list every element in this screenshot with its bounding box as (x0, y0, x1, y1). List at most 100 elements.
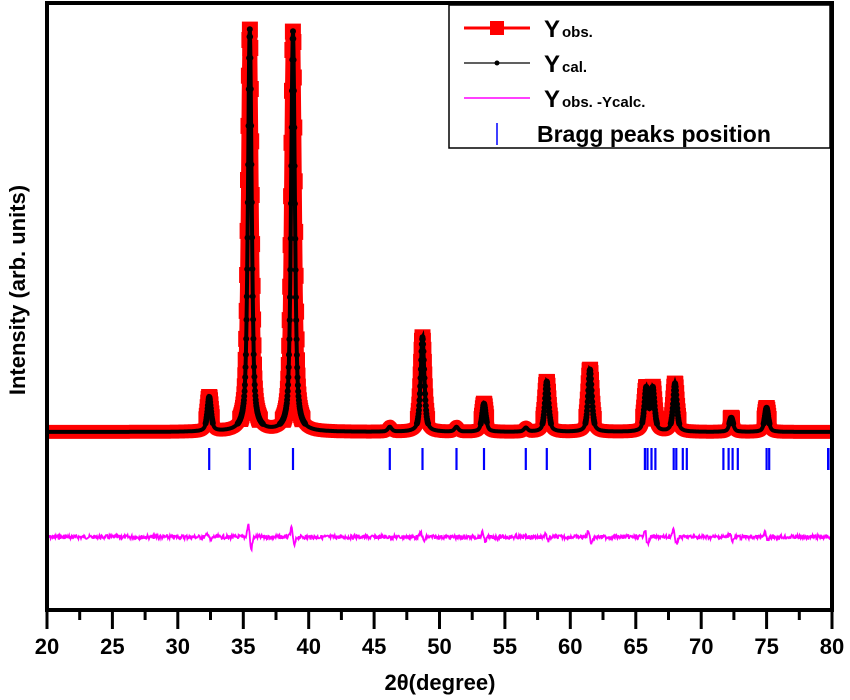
y-cal-point (416, 397, 423, 404)
series-y-diff (46, 523, 833, 553)
y-cal-point (242, 374, 249, 381)
x-tick-label: 55 (493, 634, 517, 659)
y-cal-point (730, 420, 737, 427)
y-cal-point (251, 381, 258, 388)
x-tick-label: 45 (362, 634, 386, 659)
y-cal-point (248, 199, 255, 206)
y-cal-point (244, 266, 251, 273)
x-tick-label: 35 (231, 634, 255, 659)
x-tick-label: 30 (166, 634, 190, 659)
y-cal-point (419, 336, 426, 343)
y-cal-line (47, 30, 832, 434)
legend-diff-sub: obs. -Ycalc. (562, 94, 645, 111)
y-cal-point (293, 317, 300, 324)
y-cal-point (249, 266, 256, 272)
y-cal-point (584, 403, 591, 410)
y-cal-point (249, 234, 256, 241)
y-cal-point (285, 381, 292, 388)
y-cal-point (290, 56, 297, 63)
y-cal-point (591, 420, 598, 427)
legend-cal-main: Y (544, 51, 560, 78)
y-cal-point (421, 366, 428, 373)
y-cal-point (244, 234, 251, 241)
y-cal-point (286, 336, 293, 343)
y-cal-point (417, 383, 424, 390)
y-cal-point (295, 388, 302, 395)
y-cal-point (291, 163, 298, 169)
y-cal-point (242, 364, 249, 371)
y-cal-point (293, 352, 300, 358)
y-cal-point (293, 336, 300, 343)
y-cal-point (287, 266, 294, 273)
y-cal-point (241, 381, 248, 388)
y-cal-point (285, 364, 292, 371)
y-cal-point (422, 397, 429, 404)
x-tick-label: 50 (427, 634, 451, 659)
y-cal-point (247, 33, 254, 40)
y-cal-point (251, 373, 258, 380)
y-cal-point (292, 294, 299, 301)
y-cal-point (584, 398, 591, 405)
y-cal-point (588, 387, 595, 394)
y-cal-point (302, 420, 309, 427)
y-cal-point (589, 403, 596, 410)
y-cal-point (416, 390, 423, 397)
y-cal-point (548, 420, 554, 427)
legend-bragg-label: Bragg peaks position (537, 121, 771, 147)
x-tick-label: 20 (35, 634, 59, 659)
x-tick-label: 40 (296, 634, 320, 659)
x-axis-ticks (45, 610, 834, 629)
y-cal-point (420, 357, 427, 363)
y-cal-point (242, 351, 249, 358)
x-tick-label: 80 (820, 634, 844, 659)
y-cal-point (294, 374, 301, 381)
y-cal-point (292, 267, 299, 273)
y-cal-point (247, 54, 254, 61)
y-cal-point (241, 393, 248, 400)
y-cal-point (247, 86, 254, 92)
y-cal-point (676, 420, 683, 427)
legend-item-bragg: Bragg peaks position (496, 121, 771, 147)
y-cal-point (545, 395, 552, 402)
y-cal-point (673, 396, 680, 403)
y-cal-point (251, 363, 257, 370)
y-cal-point (291, 124, 298, 131)
y-cal-point (243, 293, 250, 300)
y-cal-point (250, 335, 257, 342)
y-cal-point (544, 386, 551, 392)
legend-obs-sub: obs. (562, 24, 593, 41)
y-cal-point (673, 387, 679, 394)
x-tick-label: 70 (689, 634, 713, 659)
legend-obs-main: Y (544, 16, 560, 43)
legend-obs-marker (490, 21, 504, 35)
y-cal-point (286, 351, 292, 358)
y-cal-point (766, 420, 773, 427)
y-axis-title: Intensity (arb. units) (5, 185, 30, 395)
y-cal-point (416, 402, 423, 409)
y-cal-point (291, 200, 298, 207)
y-cal-point (241, 388, 248, 395)
x-tick-label: 60 (558, 634, 582, 659)
y-cal-point (248, 122, 255, 129)
y-cal-point (422, 402, 429, 409)
y-cal-point (287, 235, 294, 242)
y-cal-point (249, 293, 256, 300)
y-cal-point (286, 317, 293, 324)
series-y-cal (47, 26, 832, 434)
x-tick-label: 65 (624, 634, 648, 659)
y-cal-point (421, 383, 428, 390)
y-cal-point (252, 387, 258, 394)
y-cal-point (587, 375, 594, 382)
y-cal-point (673, 391, 680, 398)
y-cal-point (287, 294, 293, 301)
y-cal-point (250, 316, 257, 323)
y-cal-point (587, 370, 594, 377)
y-cal-point (285, 374, 292, 381)
y-cal-point (209, 420, 216, 427)
